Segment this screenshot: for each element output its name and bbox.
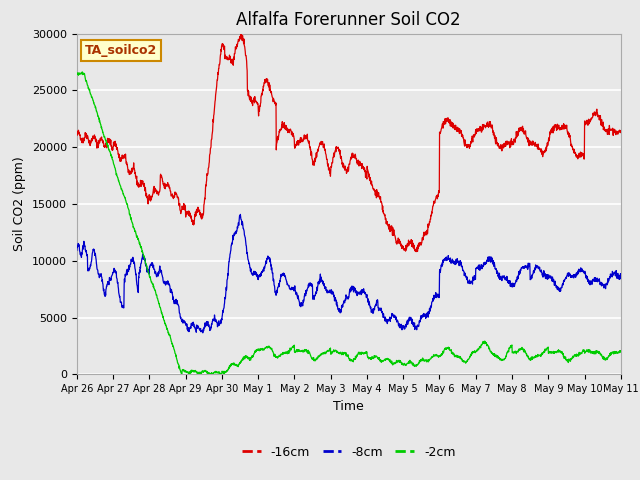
- X-axis label: Time: Time: [333, 400, 364, 413]
- Legend: -16cm, -8cm, -2cm: -16cm, -8cm, -2cm: [237, 441, 461, 464]
- Text: TA_soilco2: TA_soilco2: [85, 44, 157, 57]
- Y-axis label: Soil CO2 (ppm): Soil CO2 (ppm): [13, 156, 26, 252]
- Title: Alfalfa Forerunner Soil CO2: Alfalfa Forerunner Soil CO2: [237, 11, 461, 29]
